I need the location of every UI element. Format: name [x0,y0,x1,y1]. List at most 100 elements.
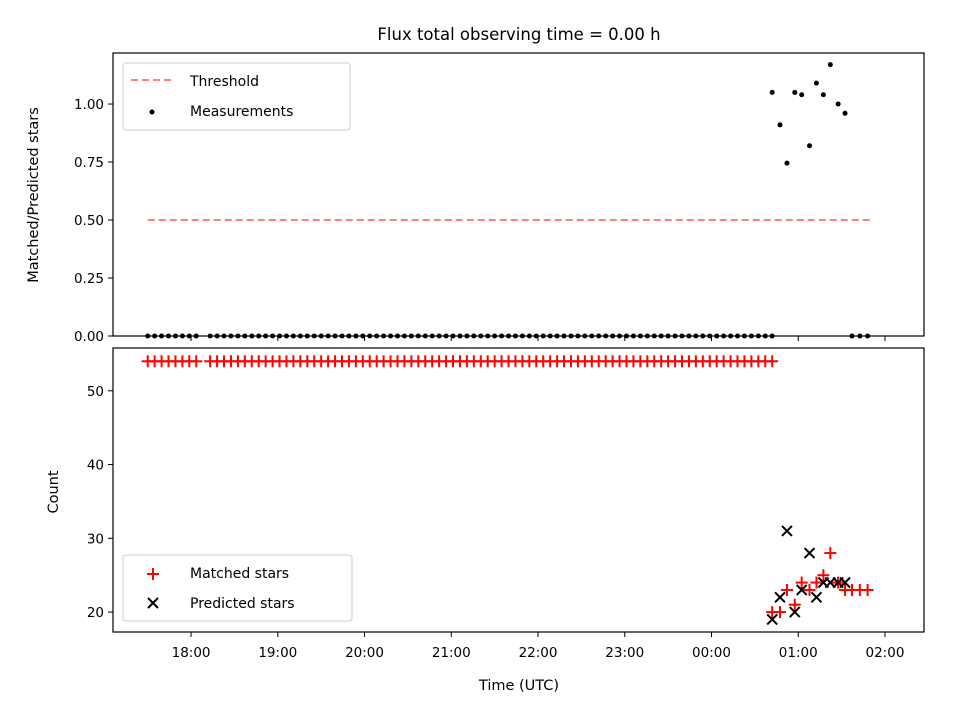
measurement-point [755,333,761,339]
count-panel: 20 30 40 50 18:00 19:00 20:00 21:00 22:00 23:00 0… [46,347,925,694]
bottom-legend-box [122,554,353,622]
measurement-point [166,333,172,339]
bottom-y-axis: 20 30 40 50 [87,384,113,621]
measurement-point [325,333,331,339]
measurement-point [842,110,848,116]
measurement-point [820,92,826,98]
measurement-point [658,333,664,339]
measurement-point [422,333,428,339]
legend-measurements-swatch [149,109,155,115]
y-tick-label: 30 [87,531,104,547]
predicted-stars-point [766,613,778,626]
predicted-stars-point [795,584,808,596]
measurement-point [762,333,768,339]
y-tick-label: 1.00 [74,97,104,113]
measurement-point [748,333,754,339]
predicted-stars-point [781,525,793,537]
top-legend: Threshold Measurements [122,62,351,131]
measurement-point [297,333,303,339]
predicted-stars-point [789,606,801,618]
measurement-point [596,333,602,339]
measurement-point [561,333,567,339]
matched-stars-point [803,583,816,596]
measurement-point [603,333,609,339]
measurement-point [849,333,855,339]
measurement-point [735,333,741,339]
measurement-point [478,333,484,339]
measurement-point [672,333,678,339]
matched-stars-point [861,583,874,596]
x-tick-label: 22:00 [519,645,558,661]
measurement-point [589,333,595,339]
top-plot-data [145,62,871,339]
x-tick-label: 23:00 [605,645,644,661]
y-tick-label: 20 [87,605,104,621]
predicted-stars-point [839,576,851,589]
predicted-stars-point [803,547,816,559]
top-y-axis-label: Matched/Predicted stars [26,107,42,283]
x-tick-label: 18:00 [172,645,211,661]
measurement-point [332,333,338,339]
bottom-y-axis-label: Count [46,470,62,513]
x-tick-label: 19:00 [258,645,297,661]
measurement-point [728,333,734,339]
measurement-point [256,333,262,339]
measurement-point [575,333,581,339]
measurement-point [769,89,775,95]
measurement-point [637,333,643,339]
measurement-point [617,333,623,339]
measurement-point [547,333,553,339]
measurement-point [799,92,805,98]
measurement-point [429,333,435,339]
measurement-point [686,333,692,339]
matched-stars-point [788,598,801,611]
measurement-point [443,333,449,339]
x-tick-label: 21:00 [432,645,471,661]
legend-predicted-swatch [147,597,159,609]
measurement-point [700,333,706,339]
measurement-point [290,333,296,339]
measurement-point [193,333,199,339]
bottom-plot-data [141,355,874,626]
measurement-point [263,333,269,339]
measurement-point [339,333,345,339]
matched-stars-point [810,576,823,589]
measurement-point [415,333,421,339]
measurement-point [651,333,657,339]
measurement-point [610,333,616,339]
matched-stars-point [780,583,793,596]
measurement-point [865,333,871,339]
legend-predicted-label: Predicted stars [190,596,295,612]
measurement-point [506,333,512,339]
bottom-axes-frame [112,347,925,633]
flux-ratio-panel: 0.00 0.25 0.50 0.75 1.00 Matched/Predicted s… [26,52,925,345]
measurement-point [769,333,775,339]
measurement-point [270,333,276,339]
measurement-point [464,333,470,339]
top-axes-frame [112,52,925,337]
legend-threshold-label: Threshold [189,74,259,90]
measurement-point [693,333,699,339]
measurement-point [792,89,798,95]
measurement-point [679,333,685,339]
predicted-stars-point [810,591,823,604]
legend-measurements-label: Measurements [190,104,293,120]
top-legend-box [122,62,351,131]
bottom-x-axis: 18:00 19:00 20:00 21:00 22:00 23:00 00:00 01:00… [172,632,904,661]
measurement-point [235,333,241,339]
measurement-point [485,333,491,339]
measurement-point [714,333,720,339]
measurement-point [568,333,574,339]
measurement-point [827,62,833,68]
measurement-point [540,333,546,339]
measurement-point [436,333,442,339]
chart-title: Flux total observing time = 0.00 h [377,25,660,44]
measurement-point [526,333,532,339]
legend-matched-swatch [147,568,159,580]
measurement-point [242,333,248,339]
legend-matched-label: Matched stars [190,566,289,582]
measurement-point [784,160,790,166]
measurement-point [207,333,213,339]
x-axis-label: Time (UTC) [478,678,559,694]
measurement-point [353,333,359,339]
